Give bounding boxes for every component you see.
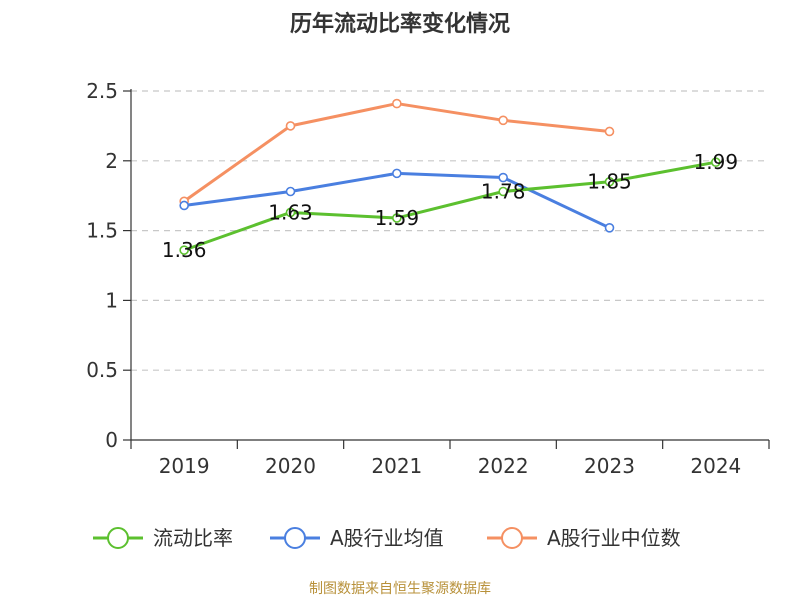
- data-point: [285, 186, 296, 197]
- data-point: [604, 176, 615, 187]
- legend-marker: [107, 527, 129, 549]
- legend-label: A股行业中位数: [547, 526, 681, 550]
- data-point: [604, 223, 615, 233]
- x-tick-label: 2024: [690, 454, 741, 478]
- data-labels: 1.36 1.63 1.59 1.78 1.85 1.99: [162, 150, 738, 262]
- y-tick-label: 2: [105, 149, 118, 173]
- data-point: [392, 98, 402, 109]
- legend-label: 流动比率: [153, 526, 233, 550]
- series-line: [183, 160, 717, 252]
- axes: 0 0.5 1 1.5 2 2.5 2019 2020 2021 2022 2023 2024: [86, 79, 770, 478]
- data-point: [498, 115, 508, 126]
- data-point: [179, 245, 189, 255]
- x-tick-label: 2023: [584, 454, 635, 478]
- legend-label: A股行业均值: [330, 526, 444, 550]
- data-point: [285, 121, 296, 131]
- data-point: [498, 172, 508, 183]
- series-layer: [179, 98, 721, 255]
- legend[interactable]: 流动比率 A股行业均值 A股行业中位数: [93, 526, 681, 550]
- chart-title: 历年流动比率变化情况: [290, 11, 510, 37]
- legend-marker: [284, 527, 306, 549]
- data-point: [498, 186, 508, 197]
- x-tick-label: 2022: [478, 454, 529, 478]
- data-label: 1.78: [481, 180, 526, 204]
- data-label: 1.59: [375, 206, 420, 230]
- data-point: [711, 157, 721, 167]
- legend-marker: [501, 527, 523, 549]
- gridlines: [131, 90, 769, 371]
- data-point: [604, 126, 615, 137]
- x-tick-label: 2019: [159, 454, 210, 478]
- y-tick-label: 1.5: [86, 219, 118, 243]
- data-point: [285, 207, 296, 218]
- data-label: 1.85: [587, 170, 632, 194]
- data-point: [392, 213, 402, 223]
- data-point: [179, 200, 189, 211]
- y-tick-label: 0: [105, 428, 118, 452]
- data-label: 1.99: [694, 150, 739, 174]
- y-tick-label: 0.5: [86, 358, 118, 382]
- y-tick-label: 1: [105, 288, 118, 312]
- x-tick-label: 2020: [265, 454, 316, 478]
- data-point: [392, 168, 402, 179]
- x-tick-label: 2021: [371, 454, 422, 478]
- data-source-note: 制图数据来自恒生聚源数据库: [309, 581, 491, 597]
- data-label: 1.63: [268, 200, 313, 224]
- data-label: 1.36: [162, 238, 207, 262]
- y-tick-label: 2.5: [86, 79, 118, 103]
